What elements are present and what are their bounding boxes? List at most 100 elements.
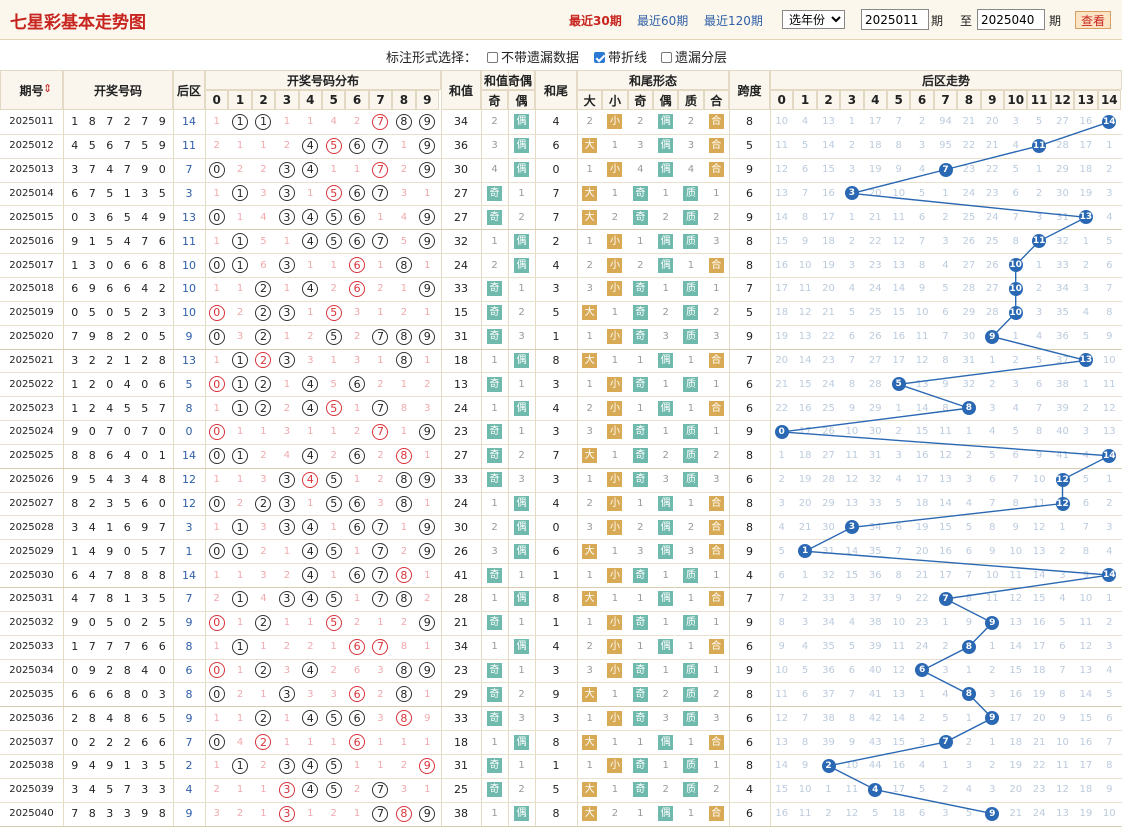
tail-form-cell: 1: [704, 611, 729, 635]
form-tag: 小: [607, 400, 623, 416]
back-miss-cell: 33: [817, 587, 840, 611]
dist-cell: 1: [228, 611, 251, 635]
dist-cell: 3: [322, 682, 345, 706]
parity-tag: 偶: [514, 233, 529, 249]
back-miss-cell: 34: [817, 611, 840, 635]
back-miss: 15: [845, 569, 859, 581]
draw-digit: 5: [158, 616, 166, 630]
form-miss: 2: [586, 641, 593, 653]
back-miss: 6: [1035, 378, 1043, 390]
back-miss-cell: 2: [887, 420, 910, 444]
back-miss: 5: [1035, 116, 1043, 128]
form-tag: 质: [683, 233, 699, 249]
draw-digit: 8: [158, 807, 166, 821]
link-recent-120[interactable]: 最近120期: [704, 14, 763, 28]
back-miss-cell: 8: [934, 349, 957, 373]
form-tag: 奇: [632, 662, 648, 678]
from-issue-input[interactable]: [861, 9, 929, 30]
year-select[interactable]: 选年份: [782, 10, 845, 29]
checkbox-checked-icon[interactable]: [594, 52, 605, 63]
back-miss-cell: 5: [1098, 682, 1121, 706]
back-miss: 13: [1009, 617, 1023, 629]
back-miss: 6: [1012, 187, 1019, 199]
back-miss-cell: 15: [887, 730, 910, 754]
back-miss: 10: [1032, 474, 1046, 486]
back-miss: 2: [1035, 283, 1043, 295]
link-recent-60[interactable]: 最近60期: [637, 14, 689, 28]
dist-cell: 7: [369, 778, 392, 802]
dist-cell: 6: [345, 182, 368, 206]
form-miss: 3: [713, 712, 720, 724]
to-issue-input[interactable]: [977, 9, 1045, 30]
dist-cell: 6: [345, 492, 368, 516]
draw-digit: 9: [71, 759, 79, 773]
form-miss: 2: [713, 784, 720, 796]
form-tag: 质: [683, 472, 699, 488]
back-digit-header: 14: [1097, 90, 1121, 110]
dist-cell: 1: [299, 611, 322, 635]
back-miss: 19: [798, 474, 812, 486]
form-tag: 合: [708, 591, 724, 607]
option-no-miss[interactable]: 不带遗漏数据: [487, 47, 579, 66]
back-miss-cell: 9: [981, 539, 1004, 563]
back-miss-cell: 4: [910, 158, 933, 182]
draw-digit: 3: [71, 520, 79, 534]
back-ball: 6: [915, 663, 930, 678]
option-polyline[interactable]: 带折线: [594, 47, 647, 66]
back-miss: 9: [965, 617, 973, 629]
back-ball: 7: [938, 162, 953, 177]
draw-ball: 5: [325, 304, 342, 321]
dist-cell: 9: [416, 134, 439, 158]
link-recent-30[interactable]: 最近30期: [569, 14, 622, 28]
back-miss-cell: 9: [910, 277, 933, 301]
sum-value: 23: [454, 425, 468, 439]
back-miss: 33: [868, 498, 882, 510]
back-miss-cell: 3: [957, 468, 980, 492]
form-tag: 大: [582, 448, 598, 464]
back-ball: 0: [774, 424, 789, 439]
back-miss: 16: [1079, 116, 1093, 128]
dist-miss: 3: [213, 808, 220, 820]
back-miss: 5: [942, 712, 949, 724]
back-miss: 21: [1032, 736, 1046, 748]
sum-value: 32: [454, 234, 468, 248]
back-miss: 18: [1079, 164, 1093, 176]
option-miss-layer[interactable]: 遗漏分层: [661, 47, 727, 66]
tail-form-cell: 奇: [628, 301, 653, 325]
checkbox-icon[interactable]: [661, 52, 672, 63]
back-miss: 7: [1012, 211, 1019, 223]
parity-miss: 1: [518, 378, 525, 390]
draw-digit: 6: [71, 186, 79, 200]
back-miss-cell: 7: [840, 349, 863, 373]
tail-value: 1: [552, 759, 560, 773]
sum-parity-cell: 2: [481, 253, 508, 277]
back-miss-cell: 22: [864, 229, 887, 253]
back-miss: 3: [1082, 426, 1090, 438]
sum-parity-cell: 偶: [508, 730, 535, 754]
checkbox-icon[interactable]: [487, 52, 498, 63]
sum-odd-header: 奇: [481, 90, 508, 110]
back-miss: 4: [778, 521, 785, 533]
tail-form-cell: 偶: [653, 587, 678, 611]
back-miss: 19: [915, 521, 929, 533]
dist-cell: 3: [345, 349, 368, 373]
back-miss-cell: 2: [793, 587, 816, 611]
tail-form-cell: 1: [678, 730, 703, 754]
back-miss: 1: [1035, 259, 1043, 271]
tail-form-cell: 4: [678, 158, 703, 182]
back-miss: 11: [775, 140, 789, 152]
tail-form-cell: 1: [602, 682, 627, 706]
draw-ball: 9: [419, 519, 436, 536]
back-miss: 1: [1106, 140, 1113, 152]
draw-digit: 8: [88, 115, 96, 129]
sort-icon[interactable]: ⇕: [43, 82, 53, 95]
back-miss-cell: 19: [1027, 682, 1050, 706]
back-miss: 5: [1106, 688, 1113, 700]
view-button[interactable]: 查看: [1075, 11, 1111, 29]
tail-form-cell: 质: [678, 754, 703, 778]
form-miss: 1: [586, 569, 593, 581]
form-miss: 2: [713, 688, 720, 700]
back-miss: 17: [1079, 760, 1093, 772]
issue-cell: 2025021: [9, 354, 54, 366]
back-miss-cell: 24: [1027, 802, 1050, 826]
